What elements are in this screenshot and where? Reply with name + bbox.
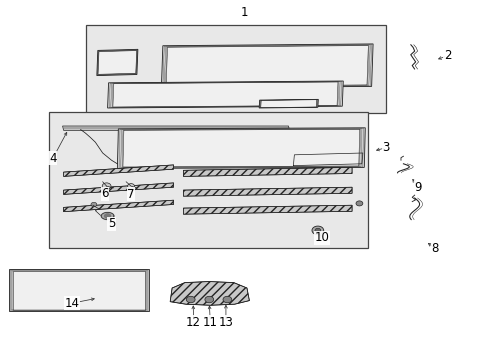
Polygon shape [183, 167, 351, 176]
Polygon shape [63, 200, 173, 212]
Polygon shape [9, 269, 149, 311]
Text: 4: 4 [49, 152, 57, 165]
Circle shape [91, 202, 97, 207]
Polygon shape [97, 49, 138, 76]
Polygon shape [260, 100, 316, 108]
Text: 11: 11 [203, 316, 217, 329]
Circle shape [355, 201, 362, 206]
Polygon shape [107, 81, 343, 108]
Polygon shape [49, 112, 367, 248]
Text: 10: 10 [314, 231, 328, 244]
Polygon shape [113, 82, 337, 107]
Polygon shape [101, 212, 114, 220]
Polygon shape [98, 51, 136, 74]
Circle shape [223, 296, 231, 303]
Polygon shape [62, 126, 289, 130]
Text: 7: 7 [127, 188, 135, 201]
Text: 6: 6 [101, 187, 109, 200]
Circle shape [311, 226, 323, 235]
Text: 5: 5 [107, 217, 115, 230]
Polygon shape [104, 214, 110, 218]
Polygon shape [117, 128, 365, 168]
Circle shape [127, 184, 134, 189]
Polygon shape [170, 282, 249, 305]
Text: 13: 13 [218, 316, 233, 329]
Polygon shape [85, 25, 386, 113]
Polygon shape [166, 46, 367, 86]
Polygon shape [122, 129, 359, 167]
Circle shape [204, 296, 213, 303]
Polygon shape [63, 183, 173, 194]
Text: 2: 2 [443, 49, 450, 62]
Circle shape [314, 228, 320, 233]
Text: 8: 8 [430, 242, 438, 255]
Polygon shape [259, 99, 318, 108]
Text: 14: 14 [65, 297, 80, 310]
Text: 1: 1 [240, 6, 248, 19]
Text: 9: 9 [413, 181, 421, 194]
Text: 12: 12 [186, 316, 201, 329]
Polygon shape [183, 205, 351, 214]
Polygon shape [63, 165, 173, 176]
Polygon shape [161, 44, 372, 88]
Text: 3: 3 [382, 141, 389, 154]
Circle shape [102, 183, 111, 189]
Circle shape [186, 296, 195, 303]
Polygon shape [183, 187, 351, 196]
Polygon shape [13, 271, 145, 310]
